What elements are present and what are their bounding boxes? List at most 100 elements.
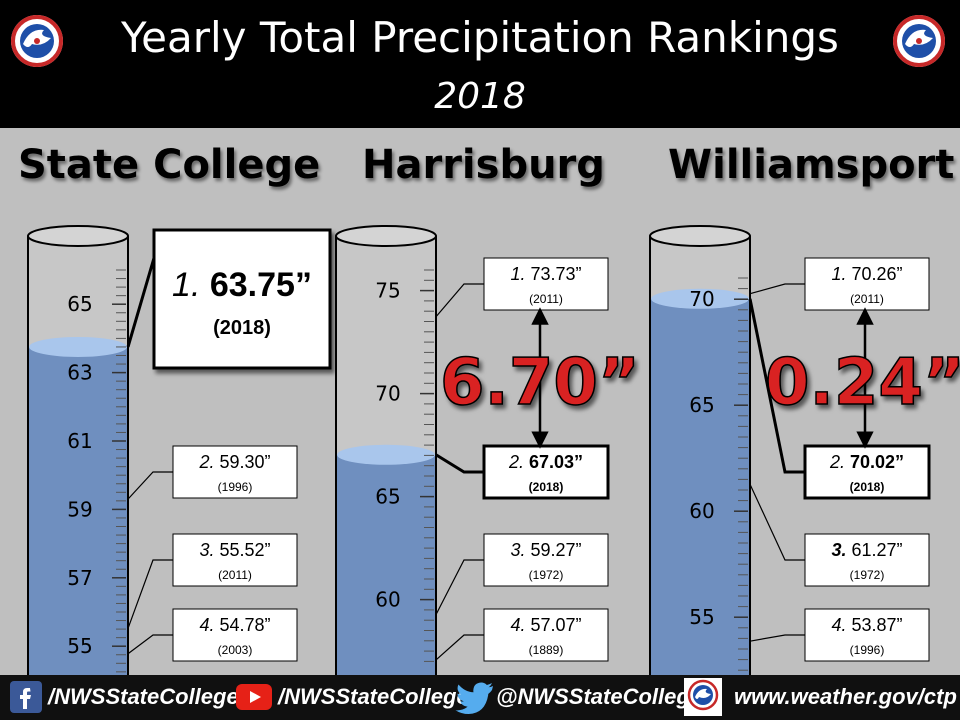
gauge-tick-label: 65	[375, 485, 400, 509]
ranking-amount: 55.52”	[219, 540, 270, 560]
ranking-amount: 63.75”	[210, 266, 312, 304]
twitter-icon[interactable]	[454, 682, 494, 714]
gauge-tick-label: 57	[67, 566, 92, 590]
ranking-amount: 67.03”	[529, 452, 583, 472]
ranking-value: 4. 54.78”	[199, 615, 270, 635]
facebook-link[interactable]: /NWSStateCollege	[48, 684, 239, 709]
ranking-box: 4. 53.87” (1996)	[749, 608, 930, 662]
ranking-rank: 1.	[510, 264, 530, 284]
website-link[interactable]: www.weather.gov/ctp	[734, 684, 957, 709]
city-title-williamsport: Williamsport	[668, 142, 955, 188]
ranking-box-frame	[172, 533, 298, 587]
ranking-amount: 61.27”	[851, 540, 902, 560]
nws-logo-icon	[11, 15, 63, 67]
ranking-box: 3. 59.27” (1972)	[435, 533, 609, 615]
ranking-value: 2. 67.03”	[508, 452, 583, 472]
ranking-connector	[749, 484, 805, 561]
ranking-box-frame	[804, 533, 930, 587]
ranking-amount: 54.78”	[219, 615, 270, 635]
ranking-box: 4. 54.78” (2003)	[127, 608, 298, 662]
ranking-connector	[748, 298, 805, 474]
ranking-value: 3. 55.52”	[199, 540, 270, 560]
ranking-year: (1972)	[850, 568, 885, 582]
gauge-rim	[27, 225, 129, 247]
ranking-box: 1. 70.26” (2011)	[749, 257, 930, 311]
gauge-tick-label: 55	[689, 605, 714, 629]
ranking-connector	[749, 634, 805, 642]
ranking-connector	[435, 559, 484, 615]
ranking-rank: 3.	[199, 540, 219, 560]
ranking-rank: 3.	[510, 540, 530, 560]
gauge-tick-label: 60	[689, 499, 714, 523]
ranking-rank: 4.	[510, 615, 530, 635]
ranking-connector	[127, 559, 173, 629]
youtube-icon[interactable]	[236, 684, 272, 710]
gauge-tick-label: 70	[689, 287, 714, 311]
footer-bar: /NWSStateCollege /NWSStateCollege @NWSSt…	[0, 675, 960, 720]
ranking-connector	[127, 634, 173, 655]
ranking-box-frame	[152, 228, 332, 370]
water-surface	[337, 444, 435, 465]
ranking-box: 2. 67.03” (2018)	[435, 444, 610, 500]
ranking-box: 1. 73.73” (2011)	[435, 257, 609, 318]
ranking-amount: 73.73”	[530, 264, 581, 284]
ranking-box: 2. 59.30” (1996)	[127, 445, 298, 500]
twitter-link[interactable]: @NWSStateCollege	[496, 684, 703, 709]
ranking-value: 1. 63.75”	[172, 266, 312, 304]
difference-label: 0.24”	[765, 346, 960, 420]
gauge-tick-label: 70	[375, 382, 400, 406]
ranking-year: (1996)	[850, 643, 885, 657]
ranking-year: (2011)	[850, 292, 884, 306]
ranking-value: 4. 57.07”	[510, 615, 581, 635]
ranking-year: (2011)	[529, 292, 563, 306]
gauge-tick-label: 65	[67, 292, 92, 316]
difference-label: 6.70”	[440, 346, 640, 420]
ranking-rank: 1.	[172, 266, 210, 304]
ranking-connector	[749, 283, 805, 295]
gauge-rim	[335, 225, 437, 247]
ranking-rank: 3.	[831, 540, 851, 560]
ranking-box-frame	[172, 608, 298, 662]
ranking-box-frame	[483, 533, 609, 587]
city-chart-1: 60 65 70 75 1. 73.73” (2011) 2. 67.03” (2018) 3.…	[335, 225, 641, 675]
water-column	[651, 298, 749, 675]
ranking-box-frame	[483, 608, 609, 662]
ranking-box: 4. 57.07” (1889)	[435, 608, 609, 662]
ranking-box: 3. 55.52” (2011)	[127, 533, 298, 629]
nws-logo-icon	[893, 15, 945, 67]
ranking-connector	[435, 283, 484, 318]
ranking-year: (2003)	[218, 643, 253, 657]
ranking-box: 3. 61.27” (1972)	[749, 484, 930, 587]
ranking-rank: 1.	[831, 264, 851, 284]
youtube-link[interactable]: /NWSStateCollege	[278, 684, 469, 709]
gauge-tick-label: 60	[375, 588, 400, 612]
ranking-value: 4. 53.87”	[831, 615, 902, 635]
ranking-amount: 59.27”	[530, 540, 581, 560]
ranking-amount: 70.02”	[850, 452, 904, 472]
chart-subtitle: 2018	[434, 76, 526, 117]
ranking-rank: 2.	[198, 452, 219, 472]
ranking-rank: 4.	[831, 615, 851, 635]
water-surface	[29, 336, 127, 357]
ranking-box-frame	[804, 257, 930, 311]
gauge-tick-label: 59	[67, 497, 92, 521]
ranking-year: (1889)	[529, 643, 564, 657]
ranking-rank: 2.	[508, 452, 529, 472]
facebook-icon[interactable]	[10, 681, 42, 713]
ranking-amount: 57.07”	[530, 615, 581, 635]
nws-logo-icon	[684, 678, 722, 716]
chart-title: Yearly Total Precipitation Rankings	[121, 13, 839, 62]
ranking-year: (2018)	[529, 480, 564, 494]
ranking-rank: 4.	[199, 615, 219, 635]
water-surface	[651, 288, 749, 309]
ranking-value: 1. 70.26”	[831, 264, 902, 284]
ranking-value: 3. 61.27”	[831, 540, 902, 560]
ranking-box-frame	[482, 444, 610, 500]
gauge-tick-label: 65	[689, 393, 714, 417]
ranking-box-frame	[804, 608, 930, 662]
gauge-tick-label: 61	[67, 429, 92, 453]
ranking-year: (2018)	[213, 317, 271, 339]
water-column	[29, 346, 127, 675]
city-title-harrisburg: Harrisburg	[362, 142, 605, 188]
